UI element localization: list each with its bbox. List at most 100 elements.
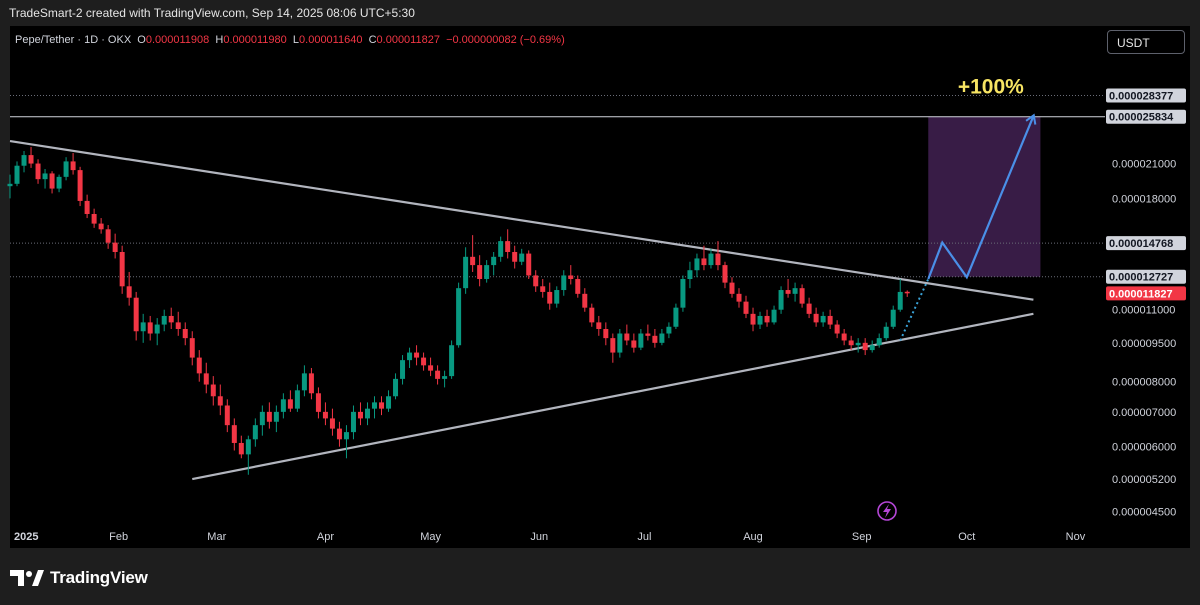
- candle: [238, 435, 244, 459]
- candle-body: [540, 286, 546, 292]
- candle: [91, 208, 97, 228]
- candle: [554, 286, 560, 308]
- candle-body: [350, 411, 356, 433]
- replay-bolt-icon[interactable]: [877, 501, 897, 521]
- candle: [161, 309, 167, 332]
- candle: [56, 174, 62, 193]
- candle: [610, 333, 616, 363]
- candle: [421, 352, 427, 371]
- candle-body: [189, 338, 195, 358]
- candle-body: [631, 340, 637, 348]
- price-chart[interactable]: 0.000021000 0.000018000 0.000011000 0.00000…: [0, 0, 1200, 548]
- chart-panel[interactable]: [10, 26, 1190, 548]
- candle-body: [14, 165, 20, 184]
- candle: [273, 405, 279, 433]
- candle-body: [7, 183, 13, 187]
- y-tick-label: 0.000011000: [1112, 305, 1175, 317]
- candle-body: [357, 411, 363, 419]
- candle: [547, 282, 553, 310]
- candle: [743, 295, 749, 319]
- candle-body: [428, 365, 434, 371]
- tradingview-brand[interactable]: TradingView: [10, 568, 148, 588]
- candle-body: [203, 373, 209, 385]
- candle-body: [463, 256, 469, 289]
- candle: [407, 347, 413, 368]
- price-badge-label: 0.000014768: [1109, 238, 1173, 250]
- low-label: L: [292, 34, 300, 46]
- candle: [883, 322, 889, 341]
- price-badge-bg: [1106, 286, 1186, 301]
- candle-body: [196, 357, 202, 374]
- candle-body: [126, 286, 132, 298]
- price-badge-label: 0.000025834: [1109, 112, 1174, 124]
- candle-body: [792, 288, 798, 294]
- candle: [477, 255, 483, 287]
- candle-body: [652, 335, 658, 343]
- candle-body: [217, 396, 223, 406]
- candle: [806, 297, 812, 319]
- candle-body: [820, 315, 826, 323]
- candle-body: [301, 373, 307, 391]
- candle-body: [561, 275, 567, 291]
- candle: [329, 408, 335, 436]
- candle: [701, 245, 707, 271]
- y-tick-label: 0.000004500: [1112, 507, 1176, 519]
- candle: [259, 405, 265, 436]
- candle: [449, 340, 455, 379]
- candle-body: [834, 324, 840, 334]
- candle: [196, 350, 202, 382]
- x-tick-label: Jun: [530, 531, 548, 543]
- candle: [638, 328, 644, 351]
- candle: [308, 367, 314, 400]
- candle: [154, 318, 160, 346]
- candle-body: [154, 324, 160, 334]
- candle: [21, 150, 27, 173]
- candle: [680, 275, 686, 312]
- resistance-trendline: [9, 139, 1034, 301]
- candle-body: [589, 307, 595, 323]
- chart-credit: TradeSmart-2 created with TradingView.co…: [9, 6, 415, 20]
- y-tick-label: 0.000008000: [1112, 377, 1176, 389]
- candle: [491, 251, 497, 276]
- candle: [393, 373, 399, 400]
- candle-body: [421, 357, 427, 366]
- candle: [659, 328, 665, 346]
- x-tick-label: Mar: [207, 531, 226, 543]
- close-value: 0.000011827: [376, 34, 440, 46]
- candle-body: [147, 322, 153, 334]
- candle: [400, 355, 406, 385]
- candle-body: [883, 326, 889, 339]
- candle: [785, 279, 791, 298]
- candle: [84, 194, 90, 219]
- candle-body: [806, 303, 812, 314]
- candle-body: [687, 270, 693, 280]
- y-tick-label: 0.000009500: [1112, 338, 1176, 350]
- candle: [582, 288, 588, 312]
- currency-button[interactable]: USDT: [1107, 30, 1185, 54]
- candle-body: [456, 288, 462, 346]
- candle-body: [659, 333, 665, 343]
- candle: [49, 171, 55, 194]
- open-value: 0.000011908: [145, 34, 210, 46]
- symbol-label[interactable]: Pepe/Tether · 1D · OKX: [15, 34, 132, 46]
- price-badge: 0.000012727: [1106, 269, 1186, 284]
- candle-body: [799, 288, 805, 304]
- candle-body: [238, 442, 244, 455]
- candle-body: [119, 251, 125, 287]
- candle-body: [505, 241, 511, 252]
- candle-body: [575, 279, 581, 294]
- candle-body: [533, 275, 539, 287]
- candle: [596, 315, 602, 336]
- candle-body: [182, 328, 188, 339]
- candle: [771, 305, 777, 325]
- candle-body: [140, 322, 146, 332]
- candle-body: [21, 155, 27, 166]
- candle-body: [28, 155, 34, 164]
- candle: [252, 418, 258, 447]
- candle-body: [484, 265, 490, 280]
- candle: [112, 233, 118, 259]
- candle: [28, 146, 34, 168]
- candle-body: [273, 411, 279, 422]
- close-label: C: [368, 34, 377, 46]
- candle: [245, 435, 251, 475]
